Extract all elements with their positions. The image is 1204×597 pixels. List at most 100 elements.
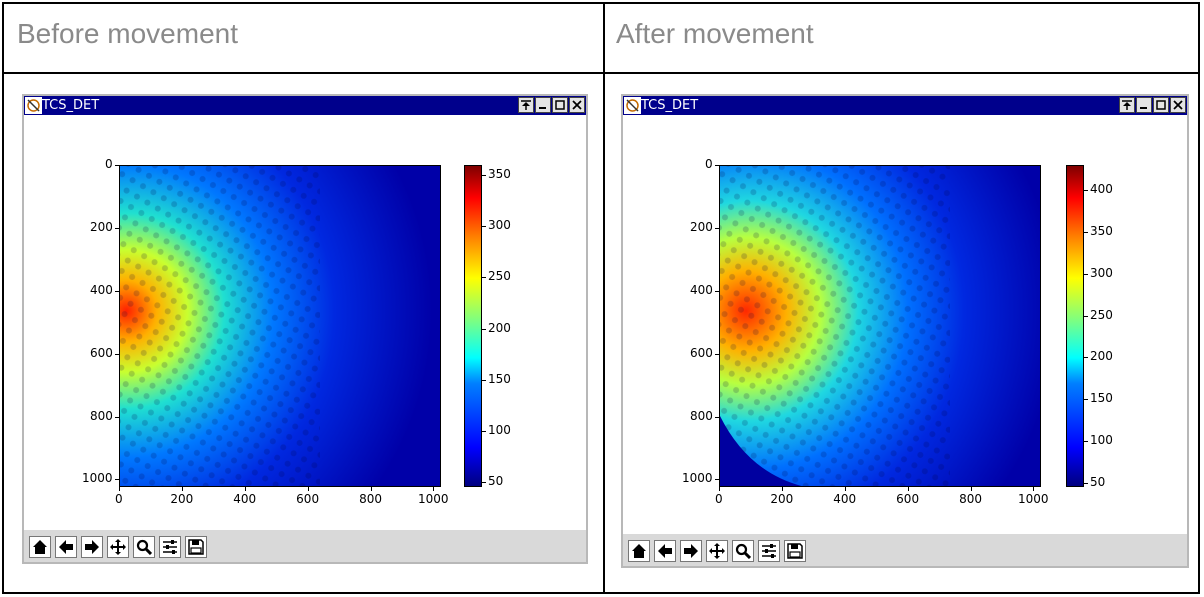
x-tick-label: 400 — [233, 492, 257, 506]
save-disk-icon — [787, 543, 803, 559]
x-tick-mark — [244, 487, 246, 491]
window-title: TCS_DET — [42, 98, 100, 113]
pin-button[interactable] — [518, 97, 534, 113]
colorbar-tick-mark — [482, 481, 486, 483]
matplotlib-toolbar — [24, 530, 586, 562]
tcs-det-window-after[interactable]: TCS_DET — [621, 94, 1189, 568]
home-button[interactable] — [29, 536, 51, 558]
pan-button[interactable] — [706, 540, 728, 562]
tcs-det-window-before[interactable]: TCS_DET — [22, 94, 588, 564]
y-tick-label: 200 — [90, 219, 113, 234]
column-divider — [603, 4, 605, 592]
colorbar-tick-mark — [1084, 357, 1088, 359]
pin-button[interactable] — [1119, 97, 1135, 113]
y-tick-label: 600 — [690, 345, 713, 360]
minimize-button[interactable] — [1136, 97, 1152, 113]
heatmap-image[interactable] — [719, 165, 1041, 487]
y-tick-mark — [115, 479, 119, 481]
colorbar-tick-mark — [1084, 231, 1088, 233]
x-tick-label: 1000 — [1017, 492, 1049, 506]
zoom-button[interactable] — [732, 540, 754, 562]
colorbar-tick-mark — [1084, 273, 1088, 275]
home-icon — [33, 540, 47, 554]
heatmap-svg — [720, 166, 1040, 486]
x-tick-mark — [844, 487, 846, 491]
save-button[interactable] — [784, 540, 806, 562]
colorbar-tick-label: 200 — [488, 320, 511, 335]
colorbar-tick-label: 300 — [1090, 265, 1113, 280]
x-tick-mark — [970, 487, 972, 491]
maximize-button[interactable] — [552, 97, 568, 113]
forward-arrow-icon — [684, 544, 698, 558]
y-tick-label: 400 — [90, 282, 113, 297]
heatmap-image[interactable] — [119, 165, 441, 487]
save-disk-icon — [188, 539, 204, 555]
home-icon — [632, 544, 646, 558]
maximize-icon — [1156, 100, 1166, 110]
y-tick-mark — [115, 290, 119, 292]
colorbar-tick-mark — [1084, 399, 1088, 401]
colorbar-tick-label: 350 — [1090, 223, 1113, 238]
figure-canvas[interactable]: 0 200 400 600 800 1000 0 200 400 600 800 1000 50 100 1… — [24, 115, 586, 530]
matplotlib-toolbar — [623, 534, 1187, 566]
configure-button[interactable] — [159, 536, 181, 558]
y-tick-mark — [115, 353, 119, 355]
y-tick-mark — [715, 165, 719, 166]
colorbar-tick-label: 100 — [488, 422, 511, 437]
back-button[interactable] — [55, 536, 77, 558]
x-tick-label: 0 — [115, 492, 123, 506]
x-tick-mark — [119, 487, 120, 491]
colorbar-tick-label: 350 — [488, 167, 511, 182]
x-tick-label: 800 — [959, 492, 982, 506]
forward-button[interactable] — [81, 536, 103, 558]
y-tick-label: 0 — [705, 157, 713, 171]
colorbar-tick-mark — [482, 379, 486, 381]
close-icon — [572, 100, 582, 110]
app-icon — [624, 97, 641, 114]
x-tick-label: 800 — [359, 492, 382, 506]
zoom-button[interactable] — [133, 536, 155, 558]
y-tick-mark — [715, 290, 719, 292]
y-tick-label: 0 — [105, 157, 113, 171]
close-button[interactable] — [569, 97, 585, 113]
y-tick-label: 200 — [690, 219, 713, 234]
y-tick-mark — [115, 165, 119, 166]
forward-button[interactable] — [680, 540, 702, 562]
minimize-button[interactable] — [535, 97, 551, 113]
maximize-button[interactable] — [1153, 97, 1169, 113]
pin-icon — [1122, 100, 1132, 110]
app-icon — [25, 97, 42, 114]
x-tick-label: 0 — [715, 492, 723, 506]
y-tick-label: 600 — [90, 345, 113, 360]
colorbar-tick-label: 100 — [1090, 433, 1113, 447]
y-tick-mark — [715, 353, 719, 355]
x-tick-label: 1000 — [417, 492, 449, 506]
x-tick-mark — [781, 487, 783, 491]
save-button[interactable] — [185, 536, 207, 558]
configure-button[interactable] — [758, 540, 780, 562]
colorbar-tick-label: 400 — [1090, 182, 1113, 197]
x-tick-mark — [181, 487, 183, 491]
colorbar-tick-label: 150 — [488, 371, 511, 386]
colorbar — [1066, 165, 1084, 487]
colorbar-tick-mark — [482, 175, 486, 177]
colorbar-tick-mark — [1084, 441, 1088, 442]
y-tick-label: 400 — [690, 282, 713, 297]
figure-canvas[interactable]: 0 200 400 600 800 1000 0 200 400 600 800 1000 50 100 1… — [623, 115, 1187, 534]
window-titlebar[interactable]: TCS_DET — [24, 96, 586, 115]
heatmap-svg — [120, 166, 440, 486]
x-tick-mark — [1033, 487, 1035, 491]
back-button[interactable] — [654, 540, 676, 562]
close-button[interactable] — [1170, 97, 1186, 113]
home-button[interactable] — [628, 540, 650, 562]
x-tick-mark — [433, 487, 435, 491]
colorbar-tick-mark — [482, 430, 486, 432]
x-tick-label: 600 — [296, 492, 320, 506]
y-tick-mark — [715, 227, 719, 229]
window-titlebar[interactable]: TCS_DET — [623, 96, 1187, 115]
y-tick-mark — [115, 227, 119, 229]
pan-button[interactable] — [107, 536, 129, 558]
colorbar-tick-mark — [1084, 190, 1088, 192]
y-tick-label: 800 — [90, 408, 113, 423]
